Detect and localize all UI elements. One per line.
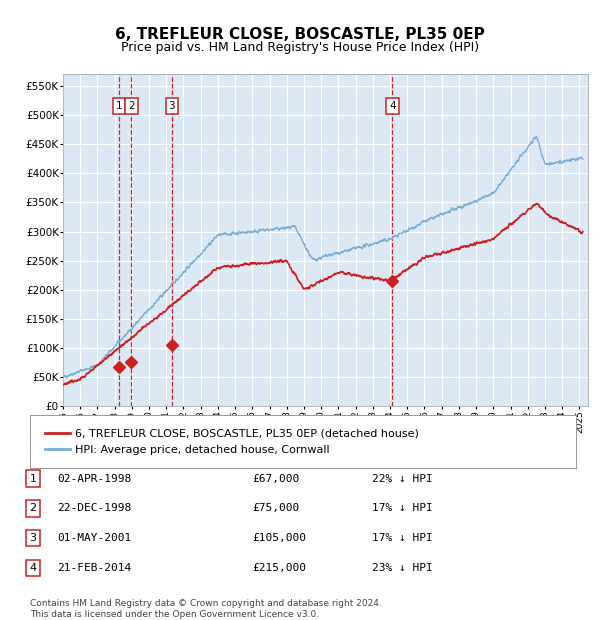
Text: 02-APR-1998: 02-APR-1998 [57,474,131,484]
Text: £105,000: £105,000 [252,533,306,543]
Text: 2: 2 [128,101,134,111]
Text: Contains HM Land Registry data © Crown copyright and database right 2024.
This d: Contains HM Land Registry data © Crown c… [30,599,382,619]
Text: 3: 3 [29,533,37,543]
Text: 17% ↓ HPI: 17% ↓ HPI [372,503,433,513]
Text: 1: 1 [116,101,122,111]
Text: 22% ↓ HPI: 22% ↓ HPI [372,474,433,484]
Text: 23% ↓ HPI: 23% ↓ HPI [372,563,433,573]
Text: 01-MAY-2001: 01-MAY-2001 [57,533,131,543]
Text: 21-FEB-2014: 21-FEB-2014 [57,563,131,573]
Text: 6, TREFLEUR CLOSE, BOSCASTLE, PL35 0EP: 6, TREFLEUR CLOSE, BOSCASTLE, PL35 0EP [115,27,485,42]
Text: £215,000: £215,000 [252,563,306,573]
Text: £67,000: £67,000 [252,474,299,484]
Text: 4: 4 [29,563,37,573]
Legend: 6, TREFLEUR CLOSE, BOSCASTLE, PL35 0EP (detached house), HPI: Average price, det: 6, TREFLEUR CLOSE, BOSCASTLE, PL35 0EP (… [41,425,424,459]
Text: £75,000: £75,000 [252,503,299,513]
Text: 3: 3 [169,101,175,111]
Text: 17% ↓ HPI: 17% ↓ HPI [372,533,433,543]
Text: Price paid vs. HM Land Registry's House Price Index (HPI): Price paid vs. HM Land Registry's House … [121,41,479,53]
Text: 22-DEC-1998: 22-DEC-1998 [57,503,131,513]
Text: 4: 4 [389,101,395,111]
Text: 2: 2 [29,503,37,513]
Text: 1: 1 [29,474,37,484]
